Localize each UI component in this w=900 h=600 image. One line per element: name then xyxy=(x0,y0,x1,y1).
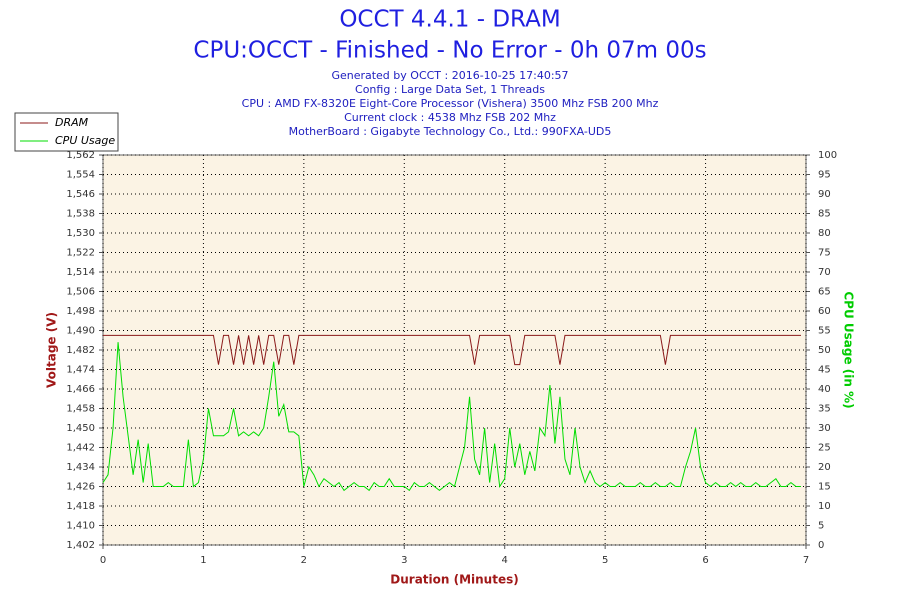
y2-axis-label: CPU Usage (in %) xyxy=(842,291,856,408)
y2-tick-label: 95 xyxy=(818,170,831,181)
legend-label: DRAM xyxy=(55,116,89,129)
plot-area xyxy=(102,154,807,546)
info-line: Current clock : 4538 Mhz FSB 202 Mhz xyxy=(344,111,556,124)
y-tick-label: 1,554 xyxy=(66,170,95,181)
y2-tick-label: 25 xyxy=(818,443,831,454)
x-axis-label: Duration (Minutes) xyxy=(390,573,518,587)
x-tick-label: 4 xyxy=(502,555,508,566)
y2-tick-label: 80 xyxy=(818,228,831,239)
y-tick-label: 1,482 xyxy=(66,345,95,356)
y-tick-label: 1,474 xyxy=(66,365,95,376)
info-line: Generated by OCCT : 2016-10-25 17:40:57 xyxy=(331,69,568,82)
y-tick-label: 1,402 xyxy=(66,540,95,551)
x-tick-label: 5 xyxy=(602,555,608,566)
series-line xyxy=(102,342,801,492)
x-tick-label: 6 xyxy=(702,555,708,566)
y-tick-label: 1,538 xyxy=(66,209,95,220)
info-line: CPU : AMD FX-8320E Eight-Core Processor … xyxy=(242,97,659,110)
y-tick-label: 1,522 xyxy=(66,248,95,259)
y2-tick-label: 20 xyxy=(818,462,831,473)
y-tick-label: 1,514 xyxy=(66,267,95,278)
y-tick-label: 1,546 xyxy=(66,189,95,200)
y2-tick-label: 65 xyxy=(818,287,831,298)
y2-tick-label: 5 xyxy=(818,521,824,532)
info-line: MotherBoard : Gigabyte Technology Co., L… xyxy=(289,125,612,138)
y-tick-label: 1,458 xyxy=(66,404,95,415)
y-tick-label: 1,434 xyxy=(66,462,95,473)
y2-tick-label: 35 xyxy=(818,404,831,415)
y2-tick-label: 15 xyxy=(818,482,831,493)
y-tick-label: 1,530 xyxy=(66,228,95,239)
y-tick-label: 1,410 xyxy=(66,521,95,532)
x-tick-label: 7 xyxy=(803,555,809,566)
chart-title: OCCT 4.4.1 - DRAM xyxy=(339,7,560,33)
y2-tick-label: 100 xyxy=(818,150,837,161)
y2-tick-label: 40 xyxy=(818,384,831,395)
y2-tick-label: 70 xyxy=(818,267,831,278)
y2-tick-label: 85 xyxy=(818,209,831,220)
y-tick-label: 1,490 xyxy=(66,326,95,337)
y-tick-label: 1,562 xyxy=(66,150,95,161)
y2-tick-label: 50 xyxy=(818,345,831,356)
y2-tick-label: 0 xyxy=(818,540,824,551)
y2-tick-label: 90 xyxy=(818,189,831,200)
y2-tick-label: 60 xyxy=(818,306,831,317)
y2-tick-label: 55 xyxy=(818,326,831,337)
y-tick-label: 1,442 xyxy=(66,443,95,454)
y-tick-label: 1,450 xyxy=(66,423,95,434)
y-axis-label: Voltage (V) xyxy=(45,312,59,388)
y2-tick-label: 75 xyxy=(818,248,831,259)
legend-box xyxy=(14,112,119,152)
x-tick-label: 3 xyxy=(401,555,407,566)
x-tick-label: 1 xyxy=(200,555,206,566)
y-tick-label: 1,466 xyxy=(66,384,95,395)
series-line xyxy=(103,334,801,366)
y2-tick-label: 30 xyxy=(818,423,831,434)
y-tick-label: 1,418 xyxy=(66,501,95,512)
x-tick-label: 0 xyxy=(100,555,106,566)
info-line: Config : Large Data Set, 1 Threads xyxy=(355,83,545,96)
y-tick-label: 1,426 xyxy=(66,482,95,493)
chart-subtitle: CPU:OCCT - Finished - No Error - 0h 07m … xyxy=(193,38,706,64)
y-tick-label: 1,498 xyxy=(66,306,95,317)
y2-tick-label: 10 xyxy=(818,501,831,512)
legend-label: CPU Usage xyxy=(55,134,115,147)
y2-tick-label: 45 xyxy=(818,365,831,376)
x-tick-label: 2 xyxy=(301,555,307,566)
y-tick-label: 1,506 xyxy=(66,287,95,298)
